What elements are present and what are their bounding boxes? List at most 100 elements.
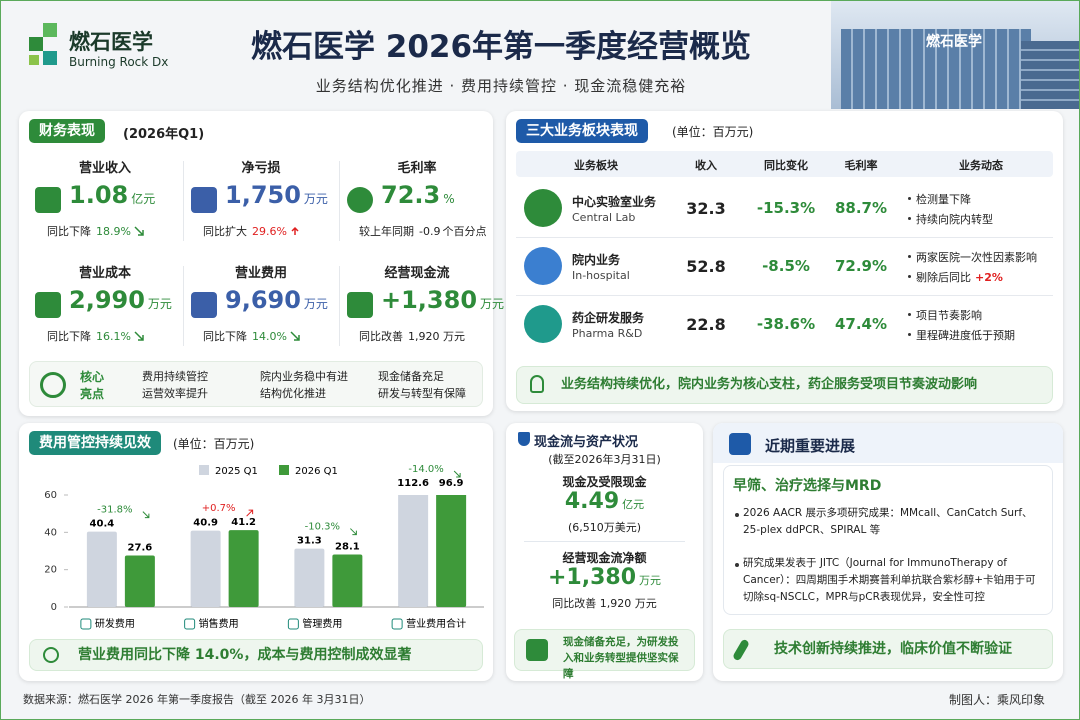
segment-margin: 88.7% [834, 199, 888, 217]
divider [339, 161, 340, 241]
section-title: 财务表现 [29, 119, 105, 143]
financial-card: 财务表现 (2026年Q1) 营业收入 1.08 亿元 同比下降 18.9% 净亏损 1,7… [19, 111, 504, 416]
segment-dynamic: 剔除后同比 +2% [916, 269, 1003, 285]
highlights-box: 核心 亮点 费用持续管控 运营效率提升 院内业务稳中有进 结构优化推进 现金储备充足 研发与转… [29, 361, 483, 407]
dynamic-text: 持续向院内转型 [916, 213, 993, 226]
value-label: 41.2 [231, 517, 256, 528]
chart-title: 费用管控持续见效 [29, 431, 161, 455]
metric-value: 1.08 [69, 181, 129, 209]
building-sign: 燃石医学 [926, 34, 982, 50]
bars [86, 495, 467, 607]
change-label: +0.7% [202, 503, 236, 514]
value-label: 40.4 [90, 519, 115, 530]
cash-value-row: +1,380 万元 [506, 565, 703, 590]
x-tick-label: 销售费用 [199, 617, 239, 630]
metric-unit: 亿元 [131, 192, 156, 206]
section-period: (2026年Q1) [123, 127, 205, 142]
icon [40, 372, 66, 398]
metric-value-row: 1,750 万元 [225, 181, 328, 209]
section-title: 近期重要进展 [765, 437, 856, 455]
cash-value-row: 4.49 亿元 [506, 489, 703, 514]
segment-yoy: -38.6% [756, 315, 816, 333]
footer-maker: 制图人：乘风印象 [948, 693, 1045, 707]
metric-unit: 万元 [303, 192, 328, 206]
metric-icon [191, 292, 217, 318]
segments-card: 三大业务板块表现 (单位：百万元) 业务板块 收入 同比变化 毛利率 业务动态 中心实验室… [506, 111, 1063, 411]
metric-note-row: 同比改善 1,920 万元 [359, 328, 465, 344]
metric-icon [347, 292, 373, 318]
trend-arrow [290, 331, 300, 341]
metric-value-row: 2,990 万元 [69, 286, 172, 314]
metric-value-row: +1,380 万元 [381, 286, 504, 314]
bar [228, 530, 259, 607]
cash-value: +1,380 [547, 565, 637, 590]
y-tick-label: 0 [51, 602, 57, 613]
metric-value: 1,750 [225, 181, 301, 209]
y-tick-label: 40 [44, 527, 57, 538]
bullet [908, 313, 911, 316]
logo-icon [29, 23, 67, 73]
row-divider [516, 295, 1053, 296]
expense-card: 费用管控持续见效 (单位：百万元) 0 20 40 60 2025 Q1 2026 Q1 4… [19, 423, 493, 681]
metric-value: +1,380 [381, 286, 478, 314]
metric-value-row: 1.08 亿元 [69, 181, 155, 209]
metric-unit: 万元 [147, 297, 172, 311]
metric-note-row: 同比下降 14.0% [203, 328, 300, 344]
metric-change: 1,920 万元 [408, 330, 465, 343]
legend-swatch [279, 465, 289, 475]
segment-icon [524, 247, 562, 285]
table-header-bg [516, 151, 1053, 177]
metric-value-row: 9,690 万元 [225, 286, 328, 314]
segment-yoy: -8.5% [762, 257, 810, 275]
metric-note-row: 同比扩大 29.6% [203, 223, 300, 239]
section-unit: (单位：百万元) [672, 125, 754, 139]
dynamic-text: 剔除后同比 [916, 271, 971, 284]
segment-dynamic: 两家医院一次性因素影响 [916, 249, 1037, 265]
row-divider [516, 237, 1053, 238]
dynamic-text: 两家医院一次性因素影响 [916, 251, 1037, 264]
category-icon [184, 618, 196, 630]
segments-banner: 业务结构持续优化，院内业务为核心支柱，药企服务受项目节奏波动影响 [516, 366, 1053, 404]
trend-arrow [134, 226, 144, 236]
category-icon [287, 618, 299, 630]
x-tick-label: 营业费用合计 [406, 617, 466, 630]
metric-note: 同比下降 [203, 330, 247, 343]
bullet [908, 197, 911, 200]
highlight-item: 运营效率提升 [142, 387, 208, 400]
footer-source: 数据来源：燃石医学 2026 年第一季度报告（截至 2026 年 3月31日） [23, 693, 371, 706]
value-label: 28.1 [335, 542, 360, 553]
segment-name: 院内业务 [572, 253, 621, 267]
metric-note: 同比改善 [359, 330, 403, 343]
x-tick-label: 研发费用 [95, 617, 135, 630]
metric-change: 14.0% [252, 330, 287, 343]
section-title: 现金流与资产状况 [534, 435, 639, 450]
page-subtitle: 业务结构优化推进 · 费用持续管控 · 现金流稳健充裕 [315, 77, 687, 95]
metric-note: 同比下降 [47, 330, 91, 343]
change-arrow [453, 470, 461, 478]
cash-unit: 万元 [639, 574, 662, 587]
segment-icon [524, 305, 562, 343]
segment-dynamic: 持续向院内转型 [916, 211, 993, 227]
icon [729, 433, 751, 455]
highlight-item: 结构优化推进 [260, 387, 326, 400]
segment-name-en: Pharma R&D [572, 327, 643, 340]
legend-swatch [199, 465, 209, 475]
metric-icon [35, 187, 61, 213]
page-title: 燃石医学 2026年第一季度经营概览 [250, 29, 752, 65]
chart-unit: (单位：百万元) [173, 437, 255, 451]
dynamic-text: 里程碑进度低于预期 [916, 329, 1015, 342]
segment-yoy: -15.3% [756, 199, 816, 217]
value-label: 31.3 [297, 536, 322, 547]
segment-dynamic: 检测量下降 [916, 191, 971, 207]
metric-unit: 万元 [303, 297, 328, 311]
cash-card: 现金流与资产状况 (截至2026年3月31日) 现金及受限现金 4.49 亿元 (6,… [506, 423, 703, 681]
section-title: 三大业务板块表现 [516, 119, 648, 143]
metric-icon [191, 187, 217, 213]
progress-banner: 技术创新持续推进，临床价值不断验证 [723, 629, 1053, 669]
progress-subtitle: 早筛、治疗选择与MRD [733, 478, 882, 494]
cash-unit: 亿元 [622, 498, 645, 511]
logo-text: 燃石医学 [69, 30, 153, 54]
metric-label: 毛利率 [397, 161, 437, 176]
table-header: 业务动态 [959, 159, 1003, 172]
segment-dynamic: 项目节奏影响 [916, 307, 982, 323]
